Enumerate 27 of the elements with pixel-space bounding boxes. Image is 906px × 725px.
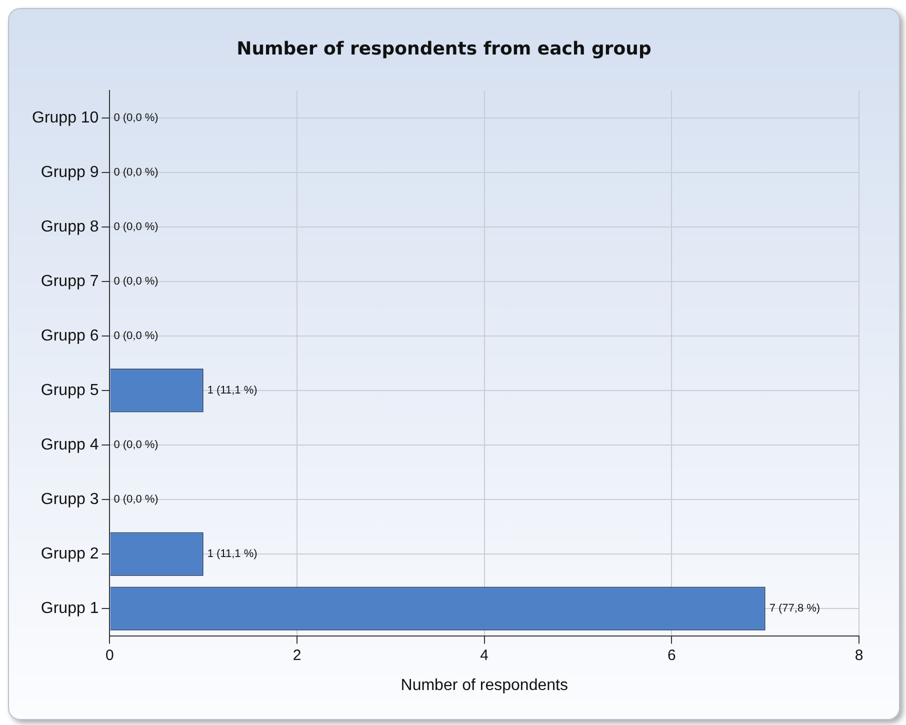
x-tick-label: 2: [292, 646, 302, 664]
x-tick-label: 4: [480, 646, 489, 664]
y-tick-label: Grupp 1: [40, 600, 99, 617]
y-tick-label: Grupp 6: [40, 327, 99, 344]
y-tick-label: Grupp 8: [40, 218, 99, 236]
data-label: 1 (11,1 %): [207, 548, 258, 560]
data-label: 0 (0,0 %): [114, 275, 158, 288]
data-label: 0 (0,0 %): [114, 439, 158, 452]
data-label: 0 (0,0 %): [114, 166, 158, 178]
y-tick-label: Grupp 5: [40, 382, 99, 399]
chart-title: Number of respondents from each group: [236, 38, 652, 60]
x-axis-title: Number of respondents: [400, 676, 568, 694]
x-tick-label: 6: [668, 646, 676, 664]
y-tick-label: Grupp 10: [32, 109, 99, 126]
data-label: 7 (77,8 %): [769, 602, 820, 615]
y-tick-label: Grupp 4: [40, 436, 99, 454]
x-tick-label: 8: [854, 646, 864, 664]
y-tick-label: Grupp 3: [40, 490, 99, 508]
data-label: 0 (0,0 %): [114, 220, 158, 233]
y-tick-label: Grupp 7: [40, 272, 99, 290]
data-label: 0 (0,0 %): [114, 494, 158, 506]
data-label: 0 (0,0 %): [114, 330, 158, 342]
y-tick-label: Grupp 2: [40, 545, 99, 562]
data-label: 0 (0,0 %): [114, 112, 158, 124]
data-label: 1 (11,1 %): [207, 384, 258, 396]
x-tick-label: 0: [106, 646, 114, 664]
y-tick-label: Grupp 9: [40, 164, 99, 181]
